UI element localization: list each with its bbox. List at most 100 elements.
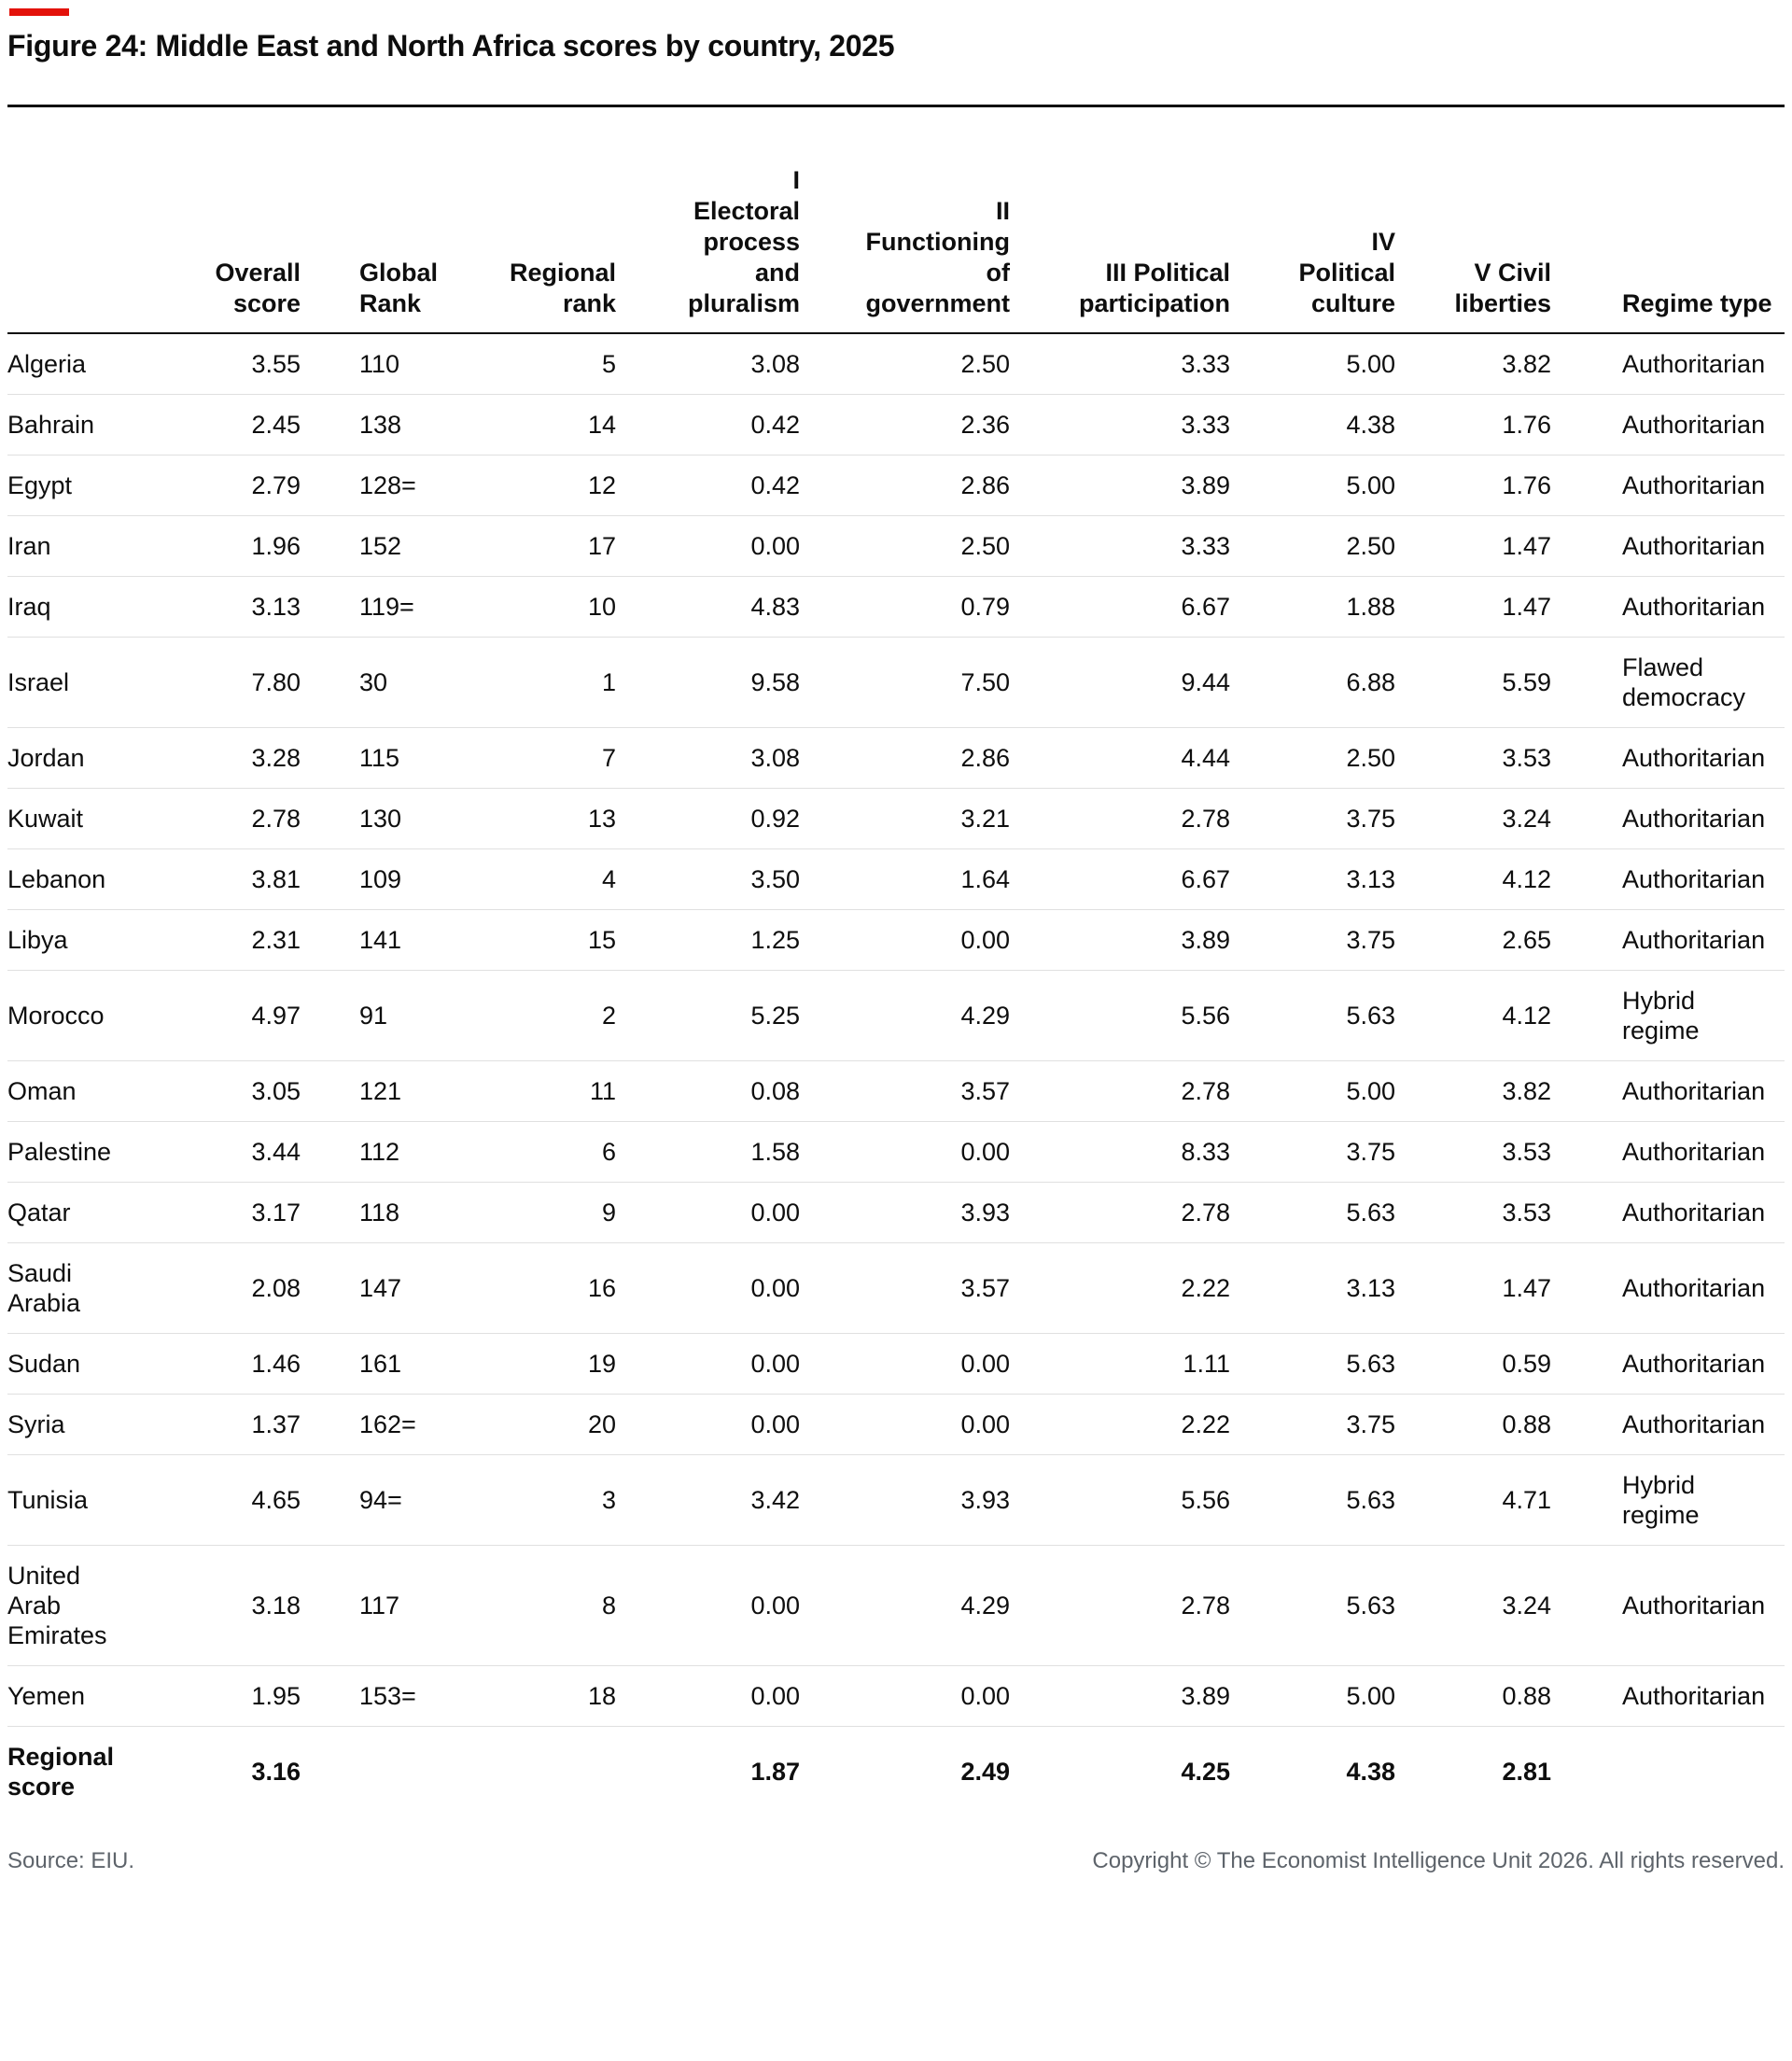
cell-global-rank: 110 [359,349,400,378]
cell-country: Kuwait [7,804,84,833]
cell-functioning: 3.93 [960,1485,1010,1514]
header-row: Overall score Global Rank Regional rank … [7,105,1785,333]
cell-liberties: 3.53 [1502,1137,1551,1166]
column-header-country [7,105,138,333]
cell-regional-rank [459,1726,616,1816]
cell-culture: 5.63 [1346,1485,1395,1514]
cell-country: Bahrain [7,410,95,439]
cell-electoral: 5.25 [750,1001,800,1030]
cell-participation: 5.56 [1181,1485,1230,1514]
figure-footer: Source: EIU. Copyright © The Economist I… [7,1848,1785,1891]
cell-functioning: 2.86 [960,743,1010,772]
column-header-regional-rank: Regional rank [509,258,616,317]
cell-liberties: 1.76 [1502,470,1551,499]
cell-participation: 4.44 [1181,743,1230,772]
cell-regional-rank: 6 [601,1137,616,1166]
cell-culture: 6.88 [1346,667,1395,696]
cell-culture: 5.00 [1346,349,1395,378]
scores-table: Overall score Global Rank Regional rank … [7,104,1785,1816]
cell-regime: Authoritarian [1622,1681,1766,1710]
cell-culture: 5.63 [1346,1349,1395,1378]
column-header-global-rank: Global Rank [359,258,439,317]
cell-country: Tunisia [7,1485,89,1514]
cell-overall: 3.44 [251,1137,301,1166]
cell-country: Libya [7,925,68,954]
cell-global-rank: 112 [359,1137,400,1166]
cell-regional-rank: 1 [601,667,616,696]
cell-liberties: 3.24 [1502,1591,1551,1619]
cell-overall: 1.96 [251,531,301,560]
cell-regime: Authoritarian [1622,1137,1766,1166]
cell-country: Sudan [7,1349,81,1378]
cell-regime: Hybrid regime [1622,986,1700,1045]
figure-title: Figure 24: Middle East and North Africa … [7,29,895,63]
cell-functioning: 3.57 [960,1076,1010,1105]
column-header-electoral-process: I Electoral process and pluralism [687,165,800,317]
economist-red-bar [9,8,69,16]
cell-regime: Authoritarian [1622,1409,1766,1438]
cell-liberties: 1.47 [1502,592,1551,621]
cell-global-rank: 121 [359,1076,402,1105]
cell-functioning: 0.00 [960,925,1010,954]
cell-country: Iran [7,531,51,560]
column-header-political-participation: III Political participation [1078,258,1230,317]
cell-regime: Authoritarian [1622,349,1766,378]
cell-participation: 2.22 [1181,1273,1230,1302]
cell-global-rank: 115 [359,743,400,772]
cell-culture: 1.88 [1346,592,1395,621]
cell-electoral: 0.00 [750,1198,800,1227]
cell-global-rank: 162= [359,1409,416,1438]
cell-global-rank [301,1726,459,1816]
column-header-political-culture: IV Political culture [1298,227,1395,317]
cell-global-rank: 128= [359,470,416,499]
cell-country: Saudi Arabia [7,1258,81,1317]
cell-global-rank: 30 [359,667,388,696]
cell-overall: 2.79 [251,470,301,499]
table-row: United Arab Emirates 3.18 117 8 0.00 4.29 2.78… [7,1545,1785,1665]
cell-functioning: 0.00 [960,1681,1010,1710]
cell-participation: 3.33 [1181,531,1230,560]
cell-functioning: 7.50 [960,667,1010,696]
column-header-overall-score: Overall score [215,258,301,317]
cell-culture: 2.50 [1346,743,1395,772]
cell-overall: 3.13 [251,592,301,621]
table-row: Israel 7.80 30 1 9.58 7.50 9.44 6.88 5.59 Flawed … [7,637,1785,727]
cell-liberties: 1.76 [1502,410,1551,439]
cell-electoral: 0.08 [750,1076,800,1105]
cell-regime: Authoritarian [1622,1198,1766,1227]
cell-participation: 4.25 [1181,1757,1230,1786]
table-row: Kuwait 2.78 130 13 0.92 3.21 2.78 3.75 3.24 Autho… [7,788,1785,848]
cell-participation: 2.78 [1181,1076,1230,1105]
cell-participation: 2.78 [1181,1591,1230,1619]
cell-regional-rank: 18 [587,1681,616,1710]
cell-electoral: 3.50 [750,864,800,893]
table-row: Egypt 2.79 128= 12 0.42 2.86 3.89 5.00 1.76 Autho… [7,455,1785,515]
column-header-civil-liberties: V Civil liberties [1454,258,1551,317]
cell-culture: 5.63 [1346,1198,1395,1227]
cell-global-rank: 118 [359,1198,400,1227]
cell-participation: 3.89 [1181,470,1230,499]
table-row: Saudi Arabia 2.08 147 16 0.00 3.57 2.22 3.13 1.4… [7,1242,1785,1333]
cell-country: Algeria [7,349,87,378]
cell-country: Syria [7,1409,65,1438]
cell-participation: 3.89 [1181,1681,1230,1710]
cell-participation: 1.11 [1183,1349,1230,1378]
cell-global-rank: 147 [359,1273,402,1302]
cell-regime: Authoritarian [1622,1349,1766,1378]
cell-culture: 5.00 [1346,1076,1395,1105]
cell-global-rank: 138 [359,410,402,439]
cell-functioning: 2.36 [960,410,1010,439]
cell-regime: Authoritarian [1622,410,1766,439]
cell-overall: 1.95 [251,1681,301,1710]
cell-regional-rank: 12 [587,470,616,499]
cell-liberties: 3.82 [1502,349,1551,378]
cell-regional-rank: 19 [587,1349,616,1378]
cell-electoral: 1.87 [750,1757,800,1786]
cell-participation: 2.78 [1181,804,1230,833]
cell-participation: 6.67 [1181,592,1230,621]
cell-global-rank: 153= [359,1681,416,1710]
cell-electoral: 1.25 [750,925,800,954]
cell-overall: 3.18 [251,1591,301,1619]
cell-electoral: 1.58 [750,1137,800,1166]
cell-culture: 3.75 [1346,1409,1395,1438]
